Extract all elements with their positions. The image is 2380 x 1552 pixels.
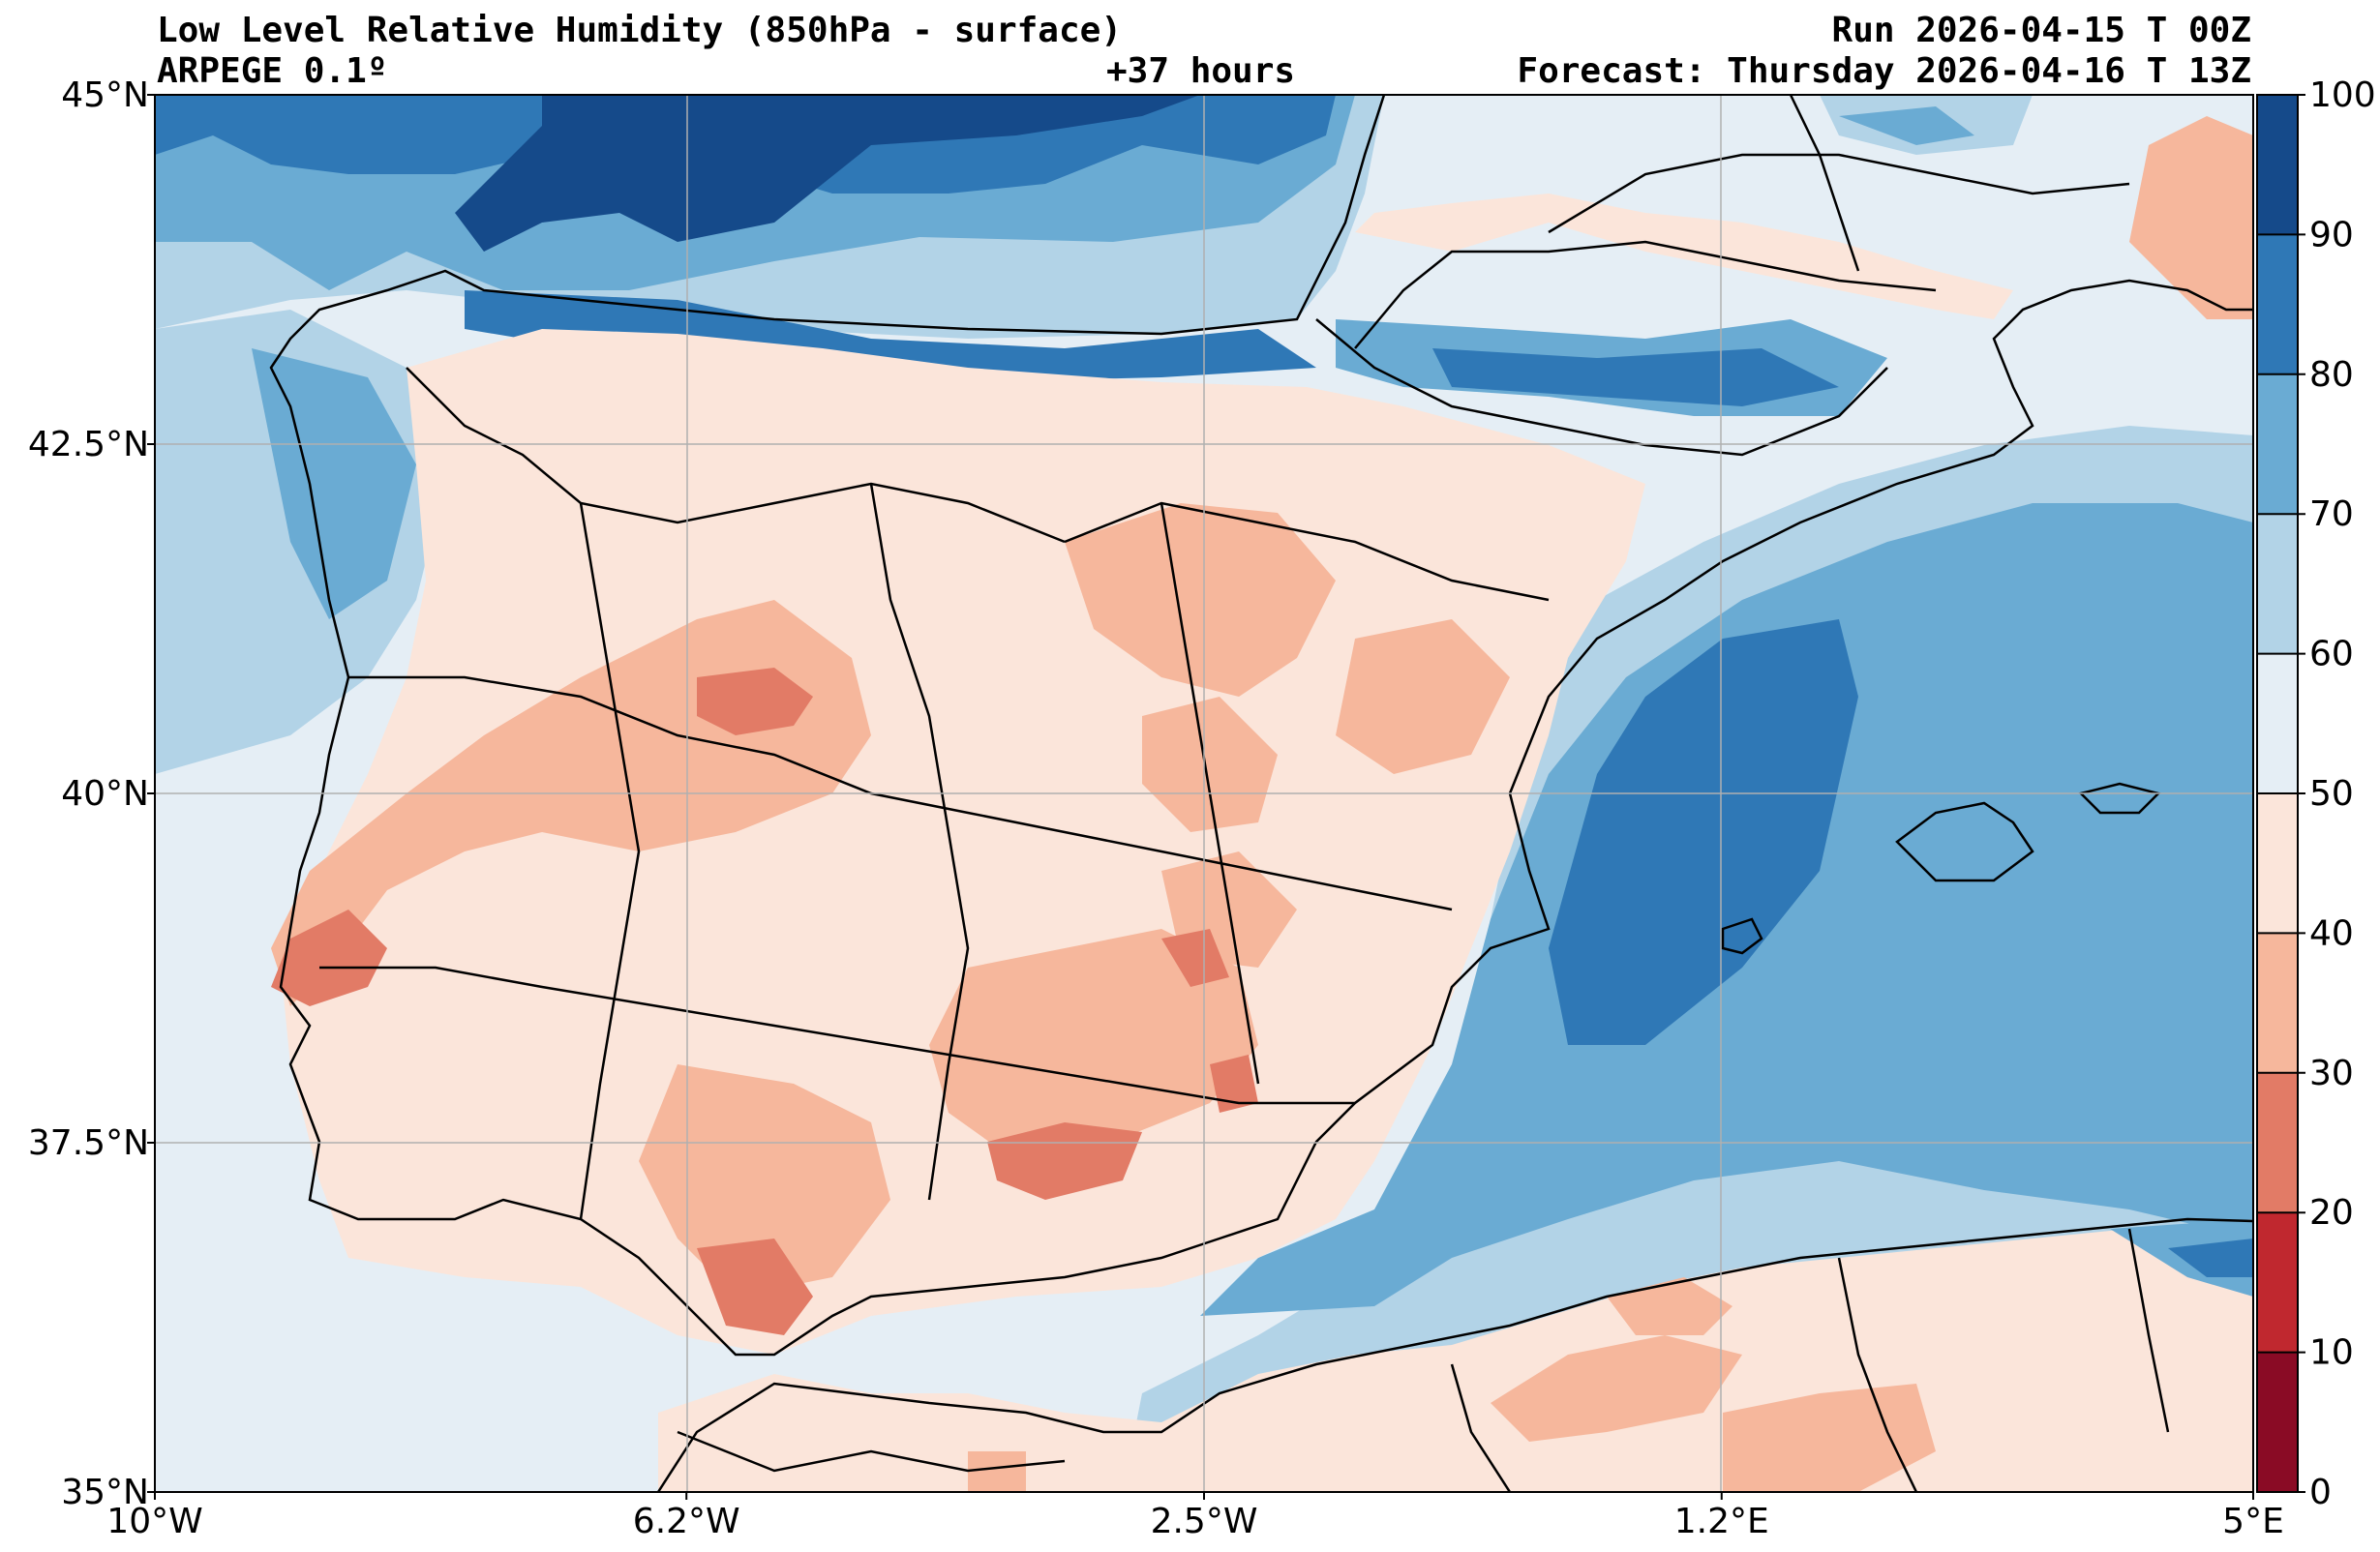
x-axis-ticks: 10°W 6.2°W 2.5°W 1.2°E 5°E <box>106 1492 2284 1541</box>
colorbar-segment <box>2257 1352 2298 1492</box>
colorbar-segment <box>2257 1072 2298 1213</box>
colorbar-tick-label: 90 <box>2309 215 2354 254</box>
colorbar-tick-label: 30 <box>2309 1054 2354 1093</box>
colorbar-segment <box>2257 933 2298 1073</box>
colorbar-tick-label: 20 <box>2309 1193 2354 1233</box>
colorbar-tick-label: 0 <box>2309 1473 2332 1512</box>
colorbar-segment <box>2257 95 2298 235</box>
colorbar-tick-label: 100 <box>2309 75 2376 115</box>
colorbar-tick-label: 10 <box>2309 1333 2354 1373</box>
lead-time-label: +37 hours <box>1106 51 1296 91</box>
x-tick-label: 10°W <box>106 1502 202 1541</box>
model-label: ARPEGE 0.1º <box>157 51 388 91</box>
map-title: Low Level Relative Humidity (850hPa - su… <box>157 11 1122 50</box>
forecast-label: Forecast: Thursday 2026-04-16 T 13Z <box>1517 51 2251 91</box>
coastline <box>269 95 2253 1492</box>
run-label: Run 2026-04-15 T 00Z <box>1831 11 2251 50</box>
colorbar-segment <box>2257 793 2298 934</box>
colorbar-tick-label: 60 <box>2309 635 2354 674</box>
colorbar-segment <box>2257 1212 2298 1353</box>
y-tick-label: 45°N <box>61 75 149 115</box>
x-tick-label: 1.2°E <box>1674 1502 1769 1541</box>
y-tick-label: 40°N <box>61 774 149 814</box>
grid-lines <box>155 95 2253 1492</box>
x-tick-label: 2.5°W <box>1151 1502 1258 1541</box>
colorbar-segment <box>2257 653 2298 793</box>
colorbar-tick-label: 40 <box>2309 913 2354 953</box>
y-axis-ticks: 35°N 37.5°N 40°N 42.5°N 45°N <box>28 75 155 1512</box>
colorbar-segment <box>2257 234 2298 374</box>
y-tick-label: 35°N <box>61 1473 149 1512</box>
x-tick-label: 5°E <box>2222 1502 2284 1541</box>
colorbar-segment <box>2257 373 2298 515</box>
colorbar: 0 10 20 30 40 50 60 70 80 90 100 <box>2256 75 2376 1512</box>
colorbar-segment <box>2257 514 2298 654</box>
x-tick-label: 6.2°W <box>633 1502 740 1541</box>
colorbar-tick-label: 50 <box>2309 774 2354 814</box>
colorbar-tick-label: 70 <box>2309 494 2354 534</box>
colorbar-tick-label: 80 <box>2309 355 2354 395</box>
y-tick-label: 42.5°N <box>28 425 149 464</box>
y-tick-label: 37.5°N <box>28 1123 149 1163</box>
